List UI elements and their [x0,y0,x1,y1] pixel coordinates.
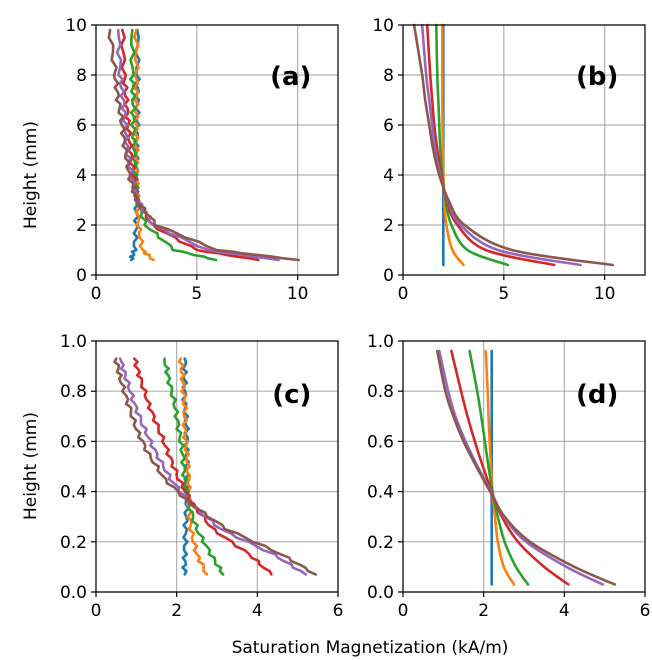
y-tick-label: 2 [76,216,87,236]
series-line-5 [420,23,582,267]
axes-frame [95,24,339,276]
axes-frame [402,24,646,276]
shared-y-label: Height (mm) [21,121,41,229]
x-tick-label: 6 [333,601,344,621]
x-tick-label: 2 [171,601,182,621]
series-line-3 [468,349,530,586]
y-tick-label: 0.6 [60,432,87,452]
y-tick-label: 8 [76,66,87,86]
series-line-2 [440,23,465,267]
y-tick-label: 0.8 [367,382,394,402]
panel-1: 0 5 10 0 2 4 6 8 10 (a) [65,16,339,304]
panel-label: (b) [576,62,618,92]
panels: 0 5 10 0 2 4 6 8 10 (a) 0 5 10 0 2 4 6 8 10 (b) 0 2 4 6 0.0 0.2 0.… [60,16,650,621]
y-tick-label: 0.4 [367,483,394,503]
shared-y-label-lower: Height (mm) [21,412,41,520]
y-tick-label: 10 [65,16,87,36]
shared-x-label: Saturation Magnetization (kA/m) [232,638,509,658]
y-tick-label: 1.0 [60,332,87,352]
series-line-6 [412,23,615,267]
series-line-3 [435,23,510,267]
y-tick-label: 0.0 [60,583,87,603]
panel-2: 0 5 10 0 2 4 6 8 10 (b) [372,16,646,304]
y-tick-label: 0.0 [367,583,394,603]
y-tick-label: 0.4 [60,483,87,503]
y-tick-label: 2 [383,216,394,236]
series-line-3 [129,28,218,262]
y-tick-label: 1.0 [367,332,394,352]
y-tick-label: 0.2 [367,533,394,553]
panel-label: (d) [576,380,618,410]
series-line-6 [107,28,300,262]
x-tick-label: 6 [640,601,651,621]
series-line-6 [113,357,318,576]
y-tick-label: 6 [76,116,87,136]
y-tick-label: 10 [372,16,394,36]
panel-label: (a) [270,62,311,92]
series-line-2 [177,357,209,576]
axes-frame [95,340,339,593]
x-tick-label: 5 [191,284,202,304]
y-tick-label: 0.6 [367,432,394,452]
x-tick-label: 4 [559,601,570,621]
x-tick-label: 2 [478,601,489,621]
y-tick-label: 8 [383,66,394,86]
y-tick-label: 4 [383,166,394,186]
y-tick-label: 0 [76,266,87,286]
panel-3: 0 2 4 6 0.0 0.2 0.4 0.6 0.8 1.0 (c) [60,332,343,621]
x-tick-label: 0 [398,284,409,304]
series-line-5 [118,357,307,576]
series-line-4 [133,357,273,576]
series-line-4 [425,23,556,267]
x-tick-label: 10 [287,284,309,304]
series-line-6 [436,349,617,586]
x-tick-label: 0 [91,601,102,621]
x-tick-label: 0 [398,601,409,621]
x-tick-label: 10 [594,284,616,304]
x-tick-label: 0 [91,284,102,304]
y-tick-label: 0 [383,266,394,286]
series-line-3 [163,357,225,576]
y-tick-label: 6 [383,116,394,136]
axes-frame [402,340,646,593]
y-tick-label: 0.2 [60,533,87,553]
panel-4: 0 2 4 6 0.0 0.2 0.4 0.6 0.8 1.0 (d) [367,332,650,621]
series-line-4 [450,349,570,586]
panel-label: (c) [272,380,311,410]
x-tick-label: 5 [498,284,509,304]
y-tick-label: 4 [76,166,87,186]
x-tick-label: 4 [252,601,263,621]
y-tick-label: 0.8 [60,382,87,402]
